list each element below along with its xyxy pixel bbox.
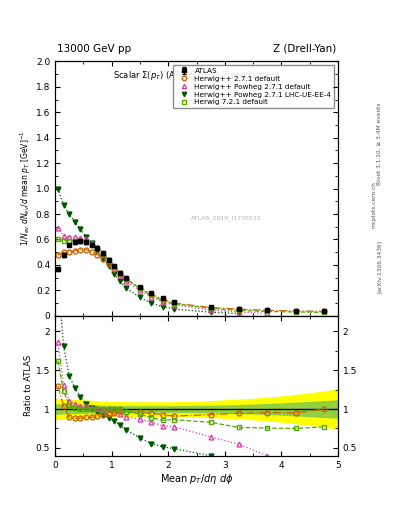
Herwig++ Powheg 2.7.1 LHC-UE-EE-4 (112, 271, 117, 277)
Y-axis label: $1/N_{ev}\ dN_{ev}/d\ \mathrm{mean}\ p_T\ [\mathrm{GeV}]^{-1}$: $1/N_{ev}\ dN_{ev}/d\ \mathrm{mean}\ p_T… (18, 131, 33, 246)
Herwig 7.2.1 default (123, 276, 128, 282)
Herwig++ 2.7.1 default (112, 266, 117, 272)
Herwig++ Powheg 2.7.1 LHC-UE-EE-4 (95, 248, 100, 254)
Herwig++ Powheg 2.7.1 LHC-UE-EE-4 (84, 234, 88, 240)
Herwig++ Powheg 2.7.1 default (208, 307, 213, 313)
X-axis label: Mean $p_T/d\eta\ d\phi$: Mean $p_T/d\eta\ d\phi$ (160, 472, 233, 486)
Text: ATLAS_2019_I1736531: ATLAS_2019_I1736531 (191, 215, 262, 221)
Legend: ATLAS, Herwig++ 2.7.1 default, Herwig++ Powheg 2.7.1 default, Herwig++ Powheg 2.: ATLAS, Herwig++ 2.7.1 default, Herwig++ … (173, 65, 334, 109)
Herwig++ Powheg 2.7.1 LHC-UE-EE-4 (101, 255, 105, 262)
Herwig 7.2.1 default (78, 238, 83, 244)
Herwig++ 2.7.1 default (90, 249, 94, 255)
Herwig++ Powheg 2.7.1 default (171, 302, 176, 308)
Herwig++ 2.7.1 default (208, 305, 213, 311)
Herwig++ Powheg 2.7.1 default (149, 294, 154, 300)
Herwig++ Powheg 2.7.1 default (61, 232, 66, 239)
Herwig 7.2.1 default (61, 238, 66, 244)
Line: Herwig++ Powheg 2.7.1 default: Herwig++ Powheg 2.7.1 default (55, 226, 270, 316)
Herwig++ Powheg 2.7.1 LHC-UE-EE-4 (78, 226, 83, 232)
Herwig 7.2.1 default (321, 309, 326, 315)
Herwig 7.2.1 default (90, 242, 94, 248)
Herwig 7.2.1 default (149, 292, 154, 298)
Herwig++ 2.7.1 default (321, 308, 326, 314)
Herwig++ Powheg 2.7.1 default (72, 234, 77, 240)
Herwig 7.2.1 default (72, 238, 77, 244)
Herwig++ 2.7.1 default (293, 308, 298, 314)
Herwig 7.2.1 default (55, 237, 60, 243)
Herwig++ 2.7.1 default (123, 276, 128, 282)
Herwig 7.2.1 default (160, 297, 165, 304)
Line: Herwig++ 2.7.1 default: Herwig++ 2.7.1 default (55, 247, 326, 314)
Herwig++ Powheg 2.7.1 LHC-UE-EE-4 (118, 279, 123, 285)
Herwig++ Powheg 2.7.1 LHC-UE-EE-4 (138, 294, 142, 301)
Herwig++ Powheg 2.7.1 LHC-UE-EE-4 (107, 263, 111, 269)
Herwig++ Powheg 2.7.1 LHC-UE-EE-4 (237, 310, 241, 316)
Herwig++ Powheg 2.7.1 LHC-UE-EE-4 (55, 185, 60, 191)
Herwig++ 2.7.1 default (55, 252, 60, 258)
Herwig++ Powheg 2.7.1 default (265, 310, 270, 316)
Herwig 7.2.1 default (67, 238, 72, 244)
Herwig 7.2.1 default (118, 269, 123, 275)
Herwig++ Powheg 2.7.1 LHC-UE-EE-4 (208, 309, 213, 315)
Herwig++ Powheg 2.7.1 LHC-UE-EE-4 (149, 300, 154, 306)
Text: Z (Drell-Yan): Z (Drell-Yan) (273, 44, 336, 54)
Herwig++ Powheg 2.7.1 default (107, 257, 111, 263)
Herwig++ Powheg 2.7.1 LHC-UE-EE-4 (61, 202, 66, 208)
Herwig++ 2.7.1 default (84, 247, 88, 253)
Herwig++ Powheg 2.7.1 default (55, 225, 60, 231)
Text: mcplots.cern.ch: mcplots.cern.ch (372, 181, 376, 228)
Herwig++ Powheg 2.7.1 LHC-UE-EE-4 (171, 306, 176, 312)
Herwig++ Powheg 2.7.1 default (101, 250, 105, 257)
Herwig++ Powheg 2.7.1 default (67, 234, 72, 240)
Text: [arXiv:1306.3436]: [arXiv:1306.3436] (377, 240, 382, 293)
Text: Scalar $\Sigma(p_T)$ (ATLAS UE in Z production): Scalar $\Sigma(p_T)$ (ATLAS UE in Z prod… (113, 69, 280, 82)
Herwig++ 2.7.1 default (107, 261, 111, 267)
Herwig++ Powheg 2.7.1 default (78, 235, 83, 241)
Herwig++ 2.7.1 default (72, 248, 77, 254)
Herwig++ 2.7.1 default (160, 296, 165, 302)
Herwig 7.2.1 default (112, 263, 117, 269)
Herwig++ Powheg 2.7.1 LHC-UE-EE-4 (72, 219, 77, 225)
Herwig++ Powheg 2.7.1 default (237, 309, 241, 315)
Herwig++ 2.7.1 default (265, 307, 270, 313)
Herwig++ 2.7.1 default (149, 291, 154, 297)
Text: Rivet 3.1.10, ≥ 3.4M events: Rivet 3.1.10, ≥ 3.4M events (377, 102, 382, 185)
Herwig++ Powheg 2.7.1 LHC-UE-EE-4 (160, 304, 165, 310)
Herwig++ 2.7.1 default (118, 271, 123, 277)
Herwig++ 2.7.1 default (95, 252, 100, 258)
Herwig++ Powheg 2.7.1 default (84, 237, 88, 243)
Y-axis label: Ratio to ATLAS: Ratio to ATLAS (24, 355, 33, 416)
Herwig 7.2.1 default (95, 245, 100, 251)
Herwig++ Powheg 2.7.1 default (160, 298, 165, 305)
Herwig 7.2.1 default (237, 307, 241, 313)
Herwig 7.2.1 default (293, 309, 298, 315)
Herwig++ Powheg 2.7.1 LHC-UE-EE-4 (123, 285, 128, 291)
Herwig++ Powheg 2.7.1 default (138, 287, 142, 293)
Line: Herwig 7.2.1 default: Herwig 7.2.1 default (55, 237, 326, 315)
Herwig++ Powheg 2.7.1 default (123, 279, 128, 285)
Herwig++ 2.7.1 default (171, 300, 176, 306)
Herwig++ 2.7.1 default (101, 255, 105, 262)
Herwig++ 2.7.1 default (237, 306, 241, 312)
Herwig++ Powheg 2.7.1 default (95, 244, 100, 250)
Text: 13000 GeV pp: 13000 GeV pp (57, 44, 131, 54)
Herwig++ Powheg 2.7.1 default (118, 272, 123, 278)
Herwig 7.2.1 default (84, 239, 88, 245)
Herwig++ Powheg 2.7.1 default (90, 240, 94, 246)
Herwig 7.2.1 default (265, 308, 270, 314)
Herwig++ Powheg 2.7.1 LHC-UE-EE-4 (90, 240, 94, 246)
Herwig 7.2.1 default (138, 285, 142, 291)
Line: Herwig++ Powheg 2.7.1 LHC-UE-EE-4: Herwig++ Powheg 2.7.1 LHC-UE-EE-4 (55, 186, 241, 316)
Herwig 7.2.1 default (208, 305, 213, 311)
Herwig++ Powheg 2.7.1 default (112, 264, 117, 270)
Herwig++ 2.7.1 default (78, 247, 83, 253)
Herwig++ 2.7.1 default (138, 285, 142, 291)
Herwig 7.2.1 default (171, 301, 176, 307)
Herwig 7.2.1 default (107, 257, 111, 263)
Herwig++ 2.7.1 default (61, 249, 66, 255)
Herwig 7.2.1 default (101, 250, 105, 257)
Herwig++ 2.7.1 default (67, 249, 72, 255)
Herwig++ Powheg 2.7.1 LHC-UE-EE-4 (67, 211, 72, 217)
